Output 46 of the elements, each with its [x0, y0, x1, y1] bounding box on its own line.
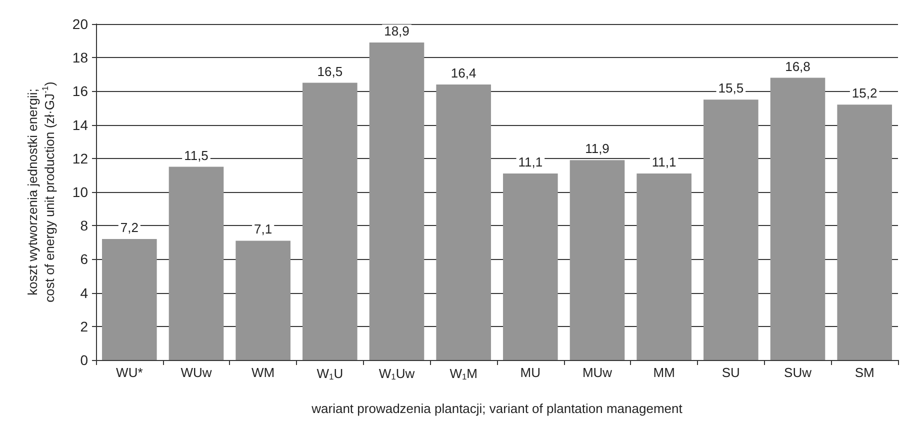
data-label: 16,8 [785, 58, 810, 74]
data-label: 7,1 [254, 222, 272, 237]
x-tick-label: SM [854, 365, 874, 380]
x-tick-label: MM [653, 365, 675, 380]
y-tick-label: 6 [80, 251, 88, 268]
x-tick-label: SUw [784, 365, 812, 380]
bar [570, 160, 625, 360]
bar [636, 174, 692, 360]
data-label: 11,5 [184, 148, 208, 163]
y-tick-label: 18 [72, 50, 88, 66]
data-label: 15,2 [852, 86, 878, 101]
data-label: 16,5 [317, 64, 343, 79]
y-tick-label: 12 [72, 150, 88, 166]
y-tick-label: 20 [72, 16, 88, 32]
x-tick-label: MUw [582, 365, 613, 380]
data-label: 15,5 [718, 80, 744, 96]
x-axis-title: wariant prowadzenia plantacji; variant of plantation management [310, 401, 683, 416]
bar [302, 82, 358, 360]
data-label: 18,9 [384, 23, 410, 38]
bar [369, 42, 424, 360]
x-tick-label: MU [520, 365, 541, 380]
y-axis-title: koszt wytworzenia jednostki energii; cost of energy unit production (zł·GJ-1) [25, 82, 57, 302]
data-label: 11,9 [585, 141, 610, 156]
bar [503, 174, 558, 360]
bar [704, 100, 758, 360]
data-label: 7,2 [120, 220, 138, 236]
bar [236, 240, 290, 360]
x-tick-label: WU* [116, 365, 143, 380]
data-label: 16,4 [450, 65, 476, 80]
x-tick-label: WM [252, 365, 275, 380]
y-tick-label: 16 [72, 83, 88, 100]
x-tick-label: WUw [180, 365, 212, 380]
data-label: 11,1 [652, 154, 676, 170]
bar [102, 239, 157, 360]
y-tick-label: 0 [80, 352, 88, 368]
bar [168, 166, 224, 360]
data-label: 11,1 [518, 154, 543, 170]
bar [436, 84, 491, 360]
y-tick-label: 14 [72, 116, 88, 133]
x-tick-label: SU [722, 365, 740, 380]
y-tick-label: 10 [72, 184, 88, 200]
bar [770, 78, 826, 360]
y-tick-label: 2 [80, 318, 88, 334]
y-tick-label: 8 [80, 218, 88, 234]
bar [837, 104, 892, 360]
y-tick-label: 4 [80, 284, 88, 301]
